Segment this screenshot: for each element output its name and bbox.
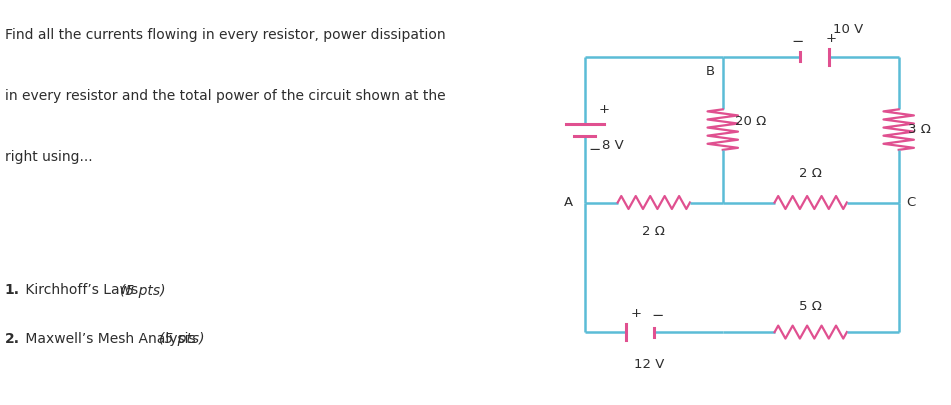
Text: 2 Ω: 2 Ω — [642, 225, 666, 238]
Text: −: − — [651, 308, 663, 324]
Text: Maxwell’s Mesh Analysis: Maxwell’s Mesh Analysis — [21, 332, 200, 346]
Text: −: − — [589, 142, 601, 158]
Text: (5 pts): (5 pts) — [120, 284, 165, 298]
Text: 20 Ω: 20 Ω — [735, 115, 767, 128]
Text: +: + — [598, 103, 610, 116]
Text: A: A — [564, 196, 573, 209]
Text: 2.: 2. — [5, 332, 20, 346]
Text: Kirchhoff’s Laws: Kirchhoff’s Laws — [21, 284, 143, 298]
Text: B: B — [706, 65, 715, 78]
Text: 1.: 1. — [5, 284, 20, 298]
Text: in every resistor and the total power of the circuit shown at the: in every resistor and the total power of… — [5, 89, 445, 103]
Text: (5 pts): (5 pts) — [159, 332, 204, 346]
Text: Find all the currents flowing in every resistor, power dissipation: Find all the currents flowing in every r… — [5, 28, 445, 43]
Text: −: − — [791, 34, 804, 49]
Text: 5 Ω: 5 Ω — [799, 300, 823, 313]
Text: +: + — [825, 32, 837, 45]
Text: 3 Ω: 3 Ω — [908, 123, 931, 136]
Text: right using...: right using... — [5, 150, 92, 164]
Text: 10 V: 10 V — [833, 23, 864, 36]
Text: 8 V: 8 V — [602, 139, 624, 152]
Text: 12 V: 12 V — [634, 358, 665, 371]
Text: +: + — [631, 307, 642, 320]
Text: C: C — [906, 196, 916, 209]
Text: 2 Ω: 2 Ω — [799, 167, 823, 180]
